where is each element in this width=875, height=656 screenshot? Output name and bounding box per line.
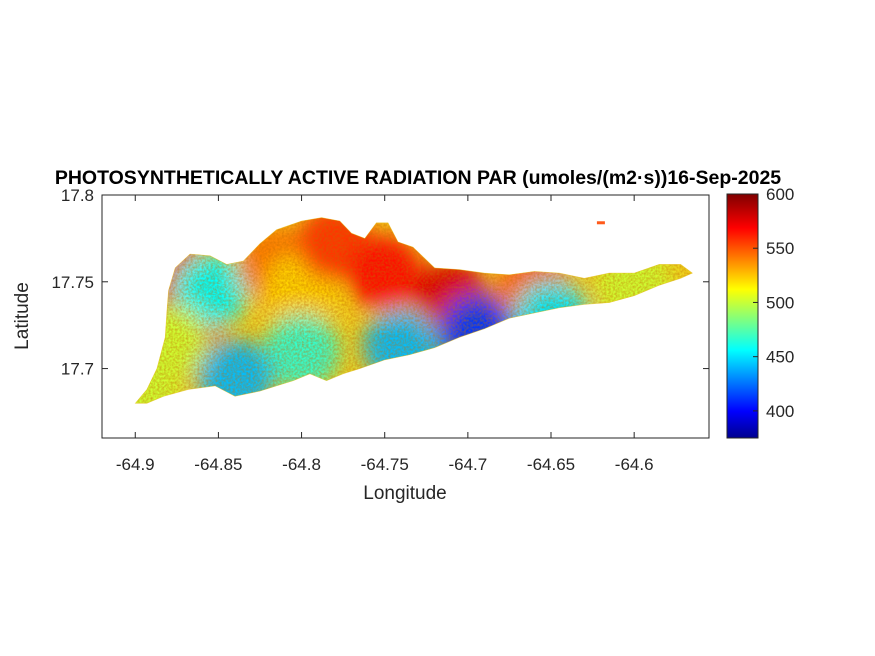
colorbar-tick-label: 500 — [766, 293, 794, 312]
y-tick-label: 17.8 — [61, 186, 94, 205]
outlying-points — [596, 221, 605, 225]
x-tick-label: -64.7 — [448, 455, 487, 474]
y-axis: 17.7 17.75 17.8 — [51, 186, 709, 379]
colorbar-tick-label: 600 — [766, 185, 794, 204]
x-tick-label: -64.9 — [116, 455, 155, 474]
colorbar-tick-label: 400 — [766, 402, 794, 421]
x-tick-label: -64.75 — [361, 455, 409, 474]
x-tick-label: -64.6 — [615, 455, 654, 474]
x-axis-label: Longitude — [363, 483, 446, 504]
colorbar-tick-label: 450 — [766, 348, 794, 367]
y-tick-label: 17.75 — [51, 273, 94, 292]
x-tick-label: -64.85 — [194, 455, 242, 474]
y-tick-label: 17.7 — [61, 360, 94, 379]
x-tick-label: -64.8 — [282, 455, 321, 474]
colorbar-ticks: 400 450 500 550 600 — [753, 185, 794, 421]
outlying-point-0 — [596, 221, 605, 225]
island-outline — [134, 217, 693, 404]
x-axis: -64.9 -64.85 -64.8 -64.75 -64.7 -64.65 -64.6 — [116, 195, 654, 474]
y-axis-label: Latitude — [12, 282, 33, 350]
x-tick-label: -64.65 — [527, 455, 575, 474]
chart-title: PHOTOSYNTHETICALLY ACTIVE RADIATION PAR … — [55, 167, 781, 189]
colorbar — [726, 193, 759, 439]
colorbar-tick-label: 550 — [766, 239, 794, 258]
